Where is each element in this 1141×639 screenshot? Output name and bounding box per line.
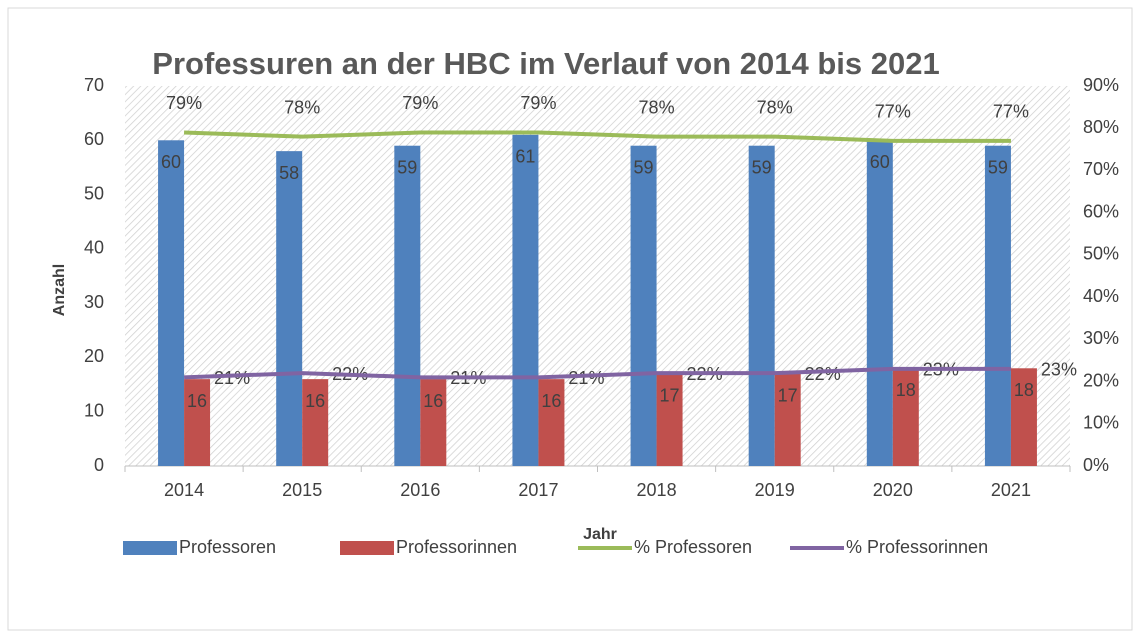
bar: [656, 373, 683, 466]
y-tick-label: 40: [84, 238, 104, 258]
plot-area: [125, 86, 1070, 466]
data-label: 78%: [757, 97, 793, 117]
y2-tick-label: 30%: [1083, 328, 1119, 348]
y-tick-label: 10: [84, 400, 104, 420]
data-label: 16: [305, 391, 325, 411]
bar: [302, 379, 329, 466]
data-label: 79%: [402, 93, 438, 113]
y-tick-label: 20: [84, 346, 104, 366]
x-tick-label: 2015: [282, 480, 322, 500]
data-label: 17: [778, 385, 798, 405]
bar: [984, 145, 1011, 466]
y-tick-label: 50: [84, 183, 104, 203]
y-tick-label: 60: [84, 129, 104, 149]
y2-tick-label: 60%: [1083, 201, 1119, 221]
data-label: 59: [752, 157, 772, 177]
data-label: 16: [187, 391, 207, 411]
legend-swatch: [340, 541, 394, 555]
data-label: 59: [988, 157, 1008, 177]
legend-label: Professorinnen: [396, 537, 517, 557]
legend-swatch: [123, 541, 177, 555]
y2-tick-label: 0%: [1083, 455, 1109, 475]
data-label: 21%: [214, 368, 250, 388]
data-label: 18: [896, 380, 916, 400]
bar: [184, 379, 211, 466]
data-label: 79%: [166, 93, 202, 113]
chart-title: Professuren an der HBC im Verlauf von 20…: [152, 46, 939, 81]
bar: [1010, 368, 1037, 466]
data-label: 17: [660, 385, 680, 405]
data-label: 16: [423, 391, 443, 411]
x-tick-label: 2018: [637, 480, 677, 500]
data-label: 59: [634, 157, 654, 177]
bar: [866, 140, 893, 467]
x-tick-label: 2017: [518, 480, 558, 500]
data-label: 60: [161, 152, 181, 172]
y-tick-label: 70: [84, 75, 104, 95]
data-label: 77%: [875, 102, 911, 122]
y-axis-title: Anzahl: [51, 264, 68, 316]
data-label: 59: [397, 157, 417, 177]
data-label: 58: [279, 163, 299, 183]
bar: [512, 134, 539, 466]
y-tick-label: 0: [94, 455, 104, 475]
y2-tick-label: 40%: [1083, 286, 1119, 306]
bar: [748, 145, 775, 466]
bar: [276, 151, 303, 466]
data-label: 16: [541, 391, 561, 411]
data-label: 60: [870, 152, 890, 172]
data-label: 79%: [520, 93, 556, 113]
bar: [892, 368, 919, 466]
data-label: 78%: [639, 97, 675, 117]
bar: [420, 379, 447, 466]
bar: [394, 145, 421, 466]
y2-tick-label: 70%: [1083, 159, 1119, 179]
y2-tick-label: 80%: [1083, 117, 1119, 137]
x-tick-label: 2021: [991, 480, 1031, 500]
x-tick-label: 2014: [164, 480, 204, 500]
bar: [774, 373, 801, 466]
bar: [538, 379, 565, 466]
y2-tick-label: 20%: [1083, 370, 1119, 390]
line: [183, 130, 1011, 143]
data-label: 78%: [284, 97, 320, 117]
bar: [630, 145, 657, 466]
x-tick-label: 2016: [400, 480, 440, 500]
data-label: 18: [1014, 380, 1034, 400]
y2-tick-label: 50%: [1083, 244, 1119, 264]
data-label: 23%: [1041, 360, 1077, 380]
y2-tick-label: 10%: [1083, 413, 1119, 433]
line: [183, 366, 1011, 380]
legend-label: % Professoren: [634, 537, 752, 557]
data-label: 21%: [568, 368, 604, 388]
legend-label: Professoren: [179, 537, 276, 557]
data-label: 77%: [993, 102, 1029, 122]
bar: [158, 140, 185, 467]
data-label: 22%: [805, 364, 841, 384]
y2-tick-label: 90%: [1083, 75, 1119, 95]
x-tick-label: 2019: [755, 480, 795, 500]
legend-label: % Professorinnen: [846, 537, 988, 557]
x-axis-title: Jahr: [583, 526, 617, 543]
data-label: 61: [515, 147, 535, 167]
x-tick-label: 2020: [873, 480, 913, 500]
y-tick-label: 30: [84, 292, 104, 312]
